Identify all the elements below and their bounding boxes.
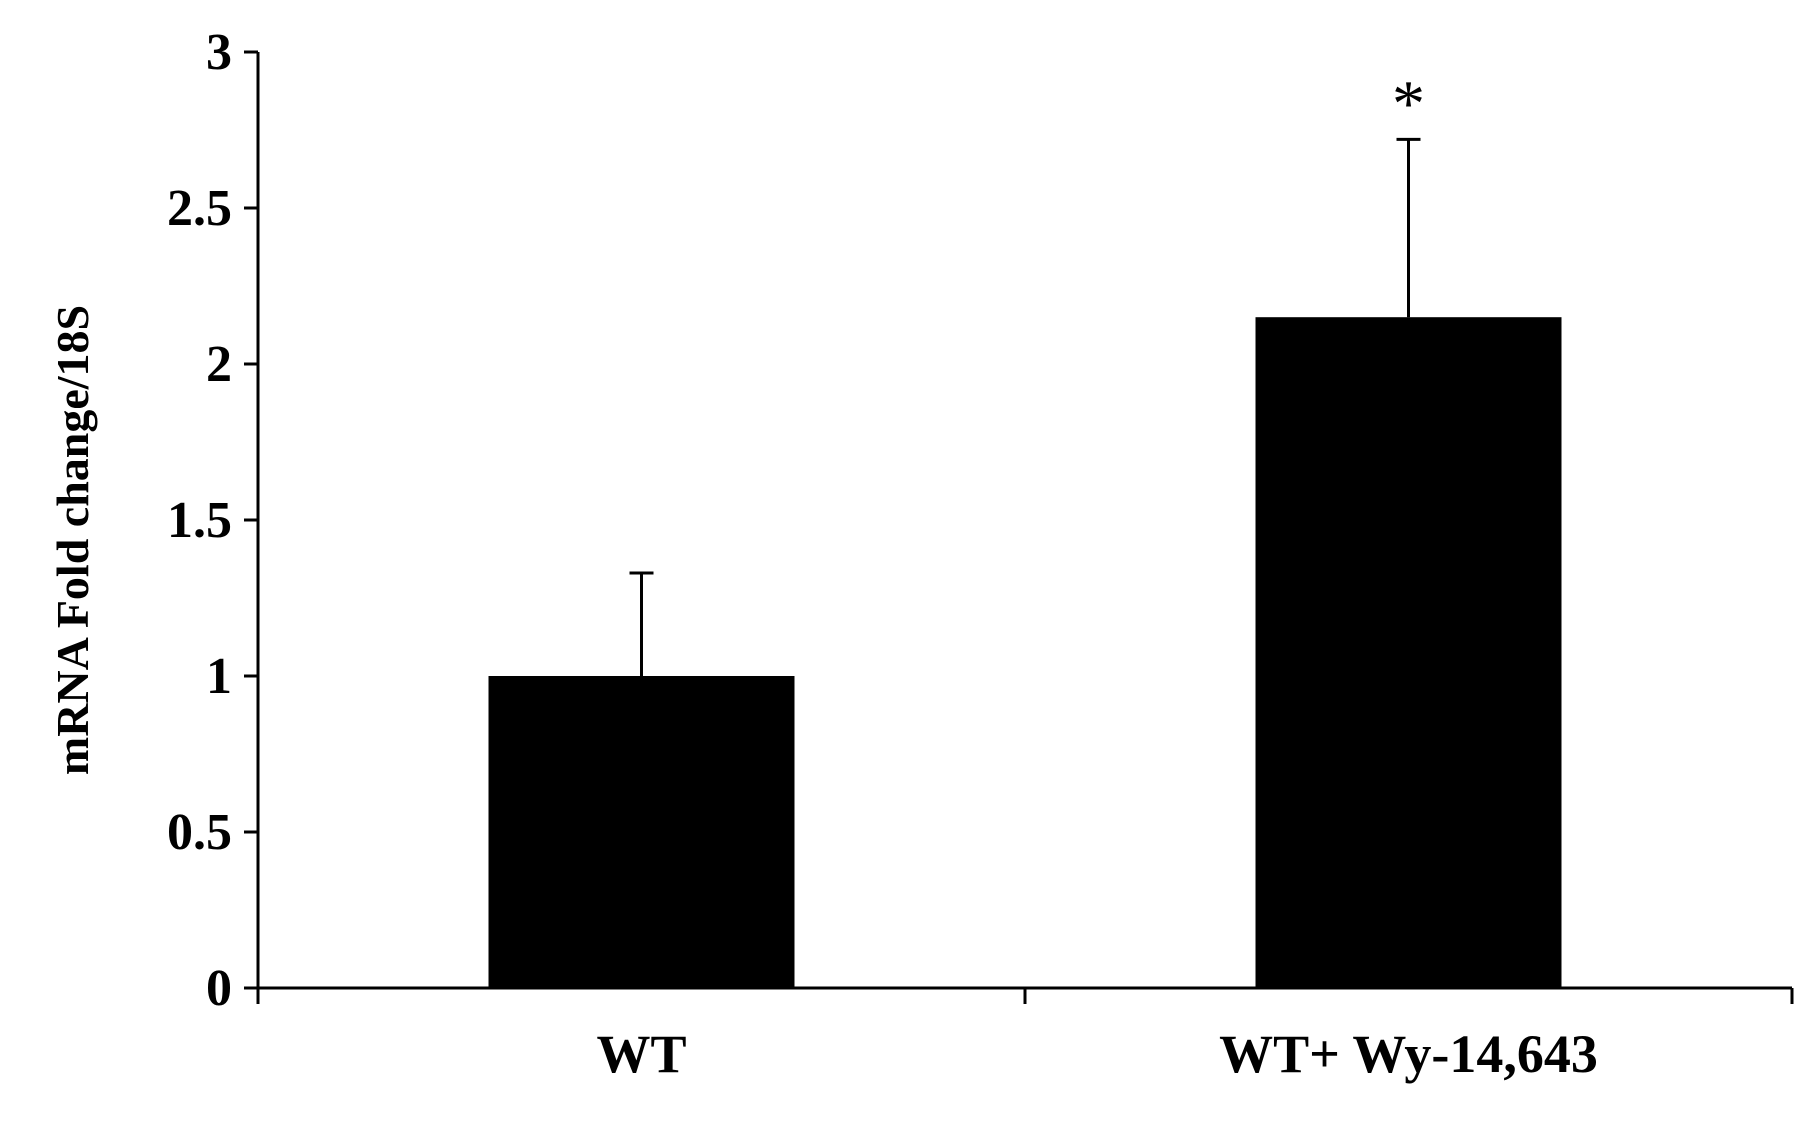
y-tick-label: 0.5 <box>167 804 232 861</box>
significance-marker: * <box>1392 67 1425 140</box>
y-tick-label: 1 <box>206 648 232 705</box>
y-axis-title: mRNA Fold change/18S <box>47 305 98 775</box>
y-tick-label: 3 <box>206 24 232 81</box>
bar <box>488 676 795 988</box>
x-category-label: WT <box>596 1024 686 1084</box>
y-tick-label: 2 <box>206 336 232 393</box>
bar <box>1255 317 1562 988</box>
x-category-label: WT+ Wy-14,643 <box>1219 1024 1598 1084</box>
y-tick-label: 0 <box>206 960 232 1017</box>
y-tick-label: 2.5 <box>167 180 232 237</box>
plot-area: 0 0.5 1 1.5 2 2.5 3 WT * WT+ Wy-14,643 <box>167 24 1794 1084</box>
y-tick-label: 1.5 <box>167 492 232 549</box>
